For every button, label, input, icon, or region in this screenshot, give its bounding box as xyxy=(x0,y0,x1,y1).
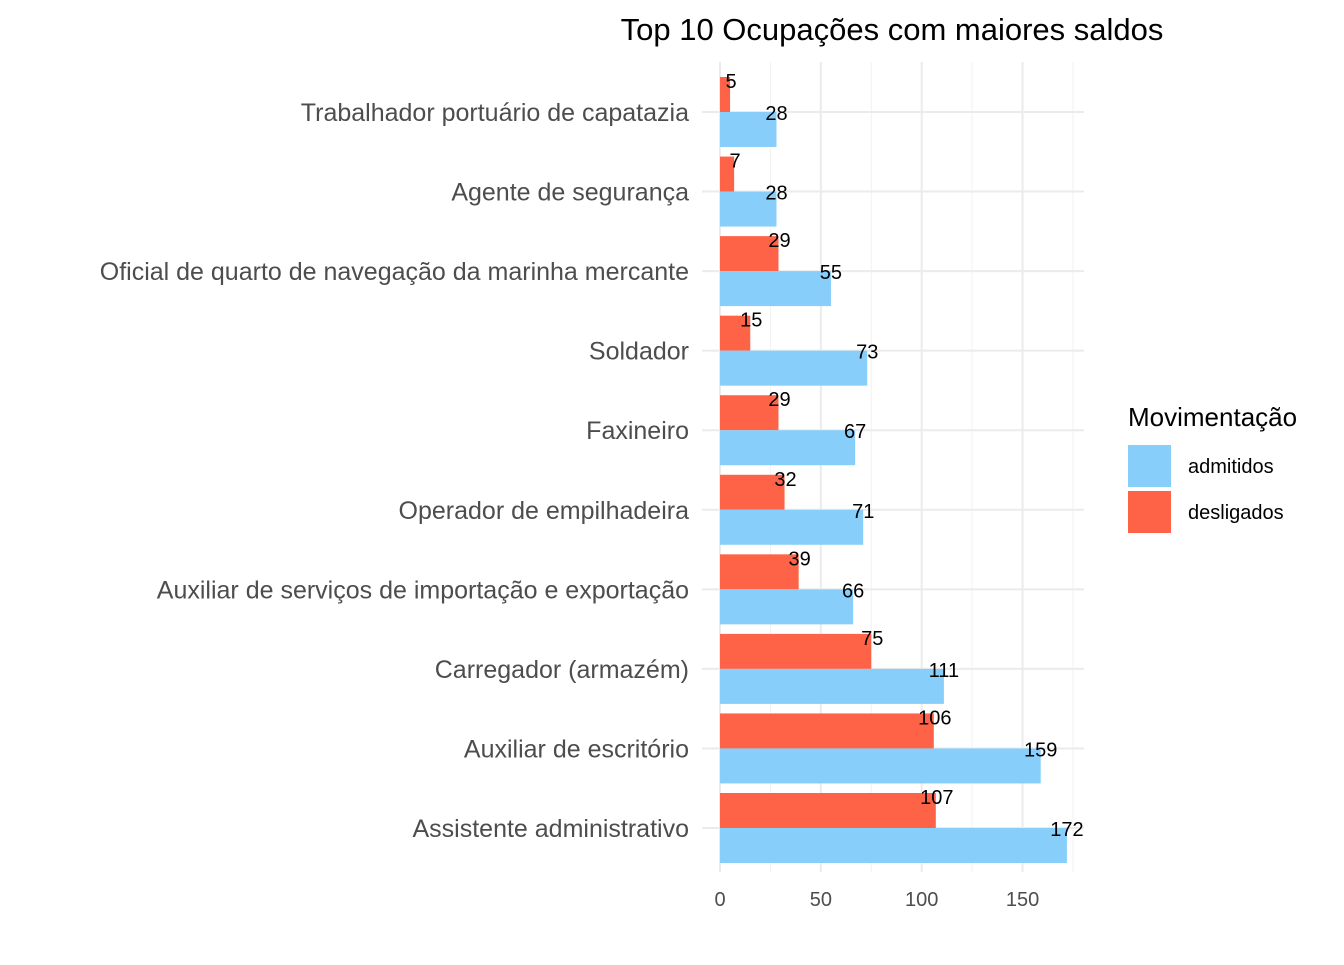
category-label: Operador de empilhadeira xyxy=(399,497,690,525)
data-label-admitidos: 28 xyxy=(765,183,787,205)
data-label-desligados: 75 xyxy=(861,628,883,650)
bar-admitidos xyxy=(720,430,856,466)
data-label-admitidos: 111 xyxy=(929,660,959,682)
legend-items: admitidos desligados xyxy=(1128,445,1284,533)
bar-desligados xyxy=(720,395,779,431)
data-label-admitidos: 73 xyxy=(856,342,878,364)
category-label: Trabalhador portuário de capatazia xyxy=(301,99,689,127)
bar-admitidos xyxy=(720,509,864,545)
legend-swatch-desligados xyxy=(1128,491,1171,533)
bar-admitidos xyxy=(720,271,831,307)
data-labels: 5 28 7 28 29 55 15 73 29 67 32 71 39 66 75 111 106 159 107… xyxy=(726,71,1084,841)
category-label: Assistente administrativo xyxy=(412,815,689,843)
category-label: Auxiliar de escritório xyxy=(464,735,689,763)
bar-admitidos xyxy=(720,589,854,625)
data-label-desligados: 7 xyxy=(730,151,741,173)
data-label-admitidos: 55 xyxy=(820,262,842,284)
x-tick-label: 100 xyxy=(905,889,938,911)
category-label: Oficial de quarto de navegação da marinh… xyxy=(100,258,689,286)
bar-admitidos xyxy=(720,191,777,227)
data-label-admitidos: 172 xyxy=(1050,819,1083,841)
bar-admitidos xyxy=(720,828,1067,863)
category-labels: Trabalhador portuário de capatazia Agente… xyxy=(100,99,689,843)
bar-desligados xyxy=(720,474,785,510)
category-label: Auxiliar de serviços de importação e exp… xyxy=(157,576,689,604)
data-label-desligados: 29 xyxy=(768,389,790,411)
bar-desligados xyxy=(720,156,735,192)
x-tick-label: 50 xyxy=(810,889,832,911)
bar-desligados xyxy=(720,554,799,590)
data-label-desligados: 39 xyxy=(789,548,811,570)
bar-desligados xyxy=(720,236,779,272)
legend-title: Movimentação xyxy=(1128,402,1297,432)
x-axis-ticks: 0 50 100 150 xyxy=(714,889,1039,911)
category-label: Agente de segurança xyxy=(451,179,689,207)
data-label-desligados: 106 xyxy=(918,707,951,729)
bar-desligados xyxy=(720,793,936,828)
legend-label-admitidos: admitidos xyxy=(1188,456,1274,478)
category-label: Soldador xyxy=(589,338,689,366)
data-label-admitidos: 71 xyxy=(852,501,874,523)
data-label-admitidos: 28 xyxy=(765,103,787,125)
category-label: Faxineiro xyxy=(586,417,689,445)
bar-admitidos xyxy=(720,112,777,147)
data-label-admitidos: 159 xyxy=(1024,739,1057,761)
bar-desligados xyxy=(720,77,731,112)
bar-desligados xyxy=(720,633,872,669)
data-label-admitidos: 67 xyxy=(844,421,866,443)
bar-admitidos xyxy=(720,748,1041,784)
data-label-desligados: 29 xyxy=(768,230,790,252)
legend: Movimentação admitidos desligados xyxy=(1128,402,1297,533)
legend-label-desligados: desligados xyxy=(1188,502,1284,524)
legend-swatch-admitidos xyxy=(1128,445,1171,487)
chart-title: Top 10 Ocupações com maiores saldos xyxy=(621,12,1164,47)
data-label-desligados: 32 xyxy=(774,469,796,491)
data-label-admitidos: 66 xyxy=(842,580,864,602)
data-label-desligados: 107 xyxy=(920,787,953,809)
x-tick-label: 0 xyxy=(714,889,725,911)
data-label-desligados: 15 xyxy=(740,310,762,332)
category-label: Carregador (armazém) xyxy=(435,656,689,684)
x-tick-label: 150 xyxy=(1006,889,1039,911)
bar-admitidos xyxy=(720,350,868,386)
bar-desligados xyxy=(720,315,751,351)
bar-admitidos xyxy=(720,668,944,704)
data-label-desligados: 5 xyxy=(726,71,737,93)
bar-desligados xyxy=(720,713,934,749)
bars xyxy=(720,77,1067,863)
